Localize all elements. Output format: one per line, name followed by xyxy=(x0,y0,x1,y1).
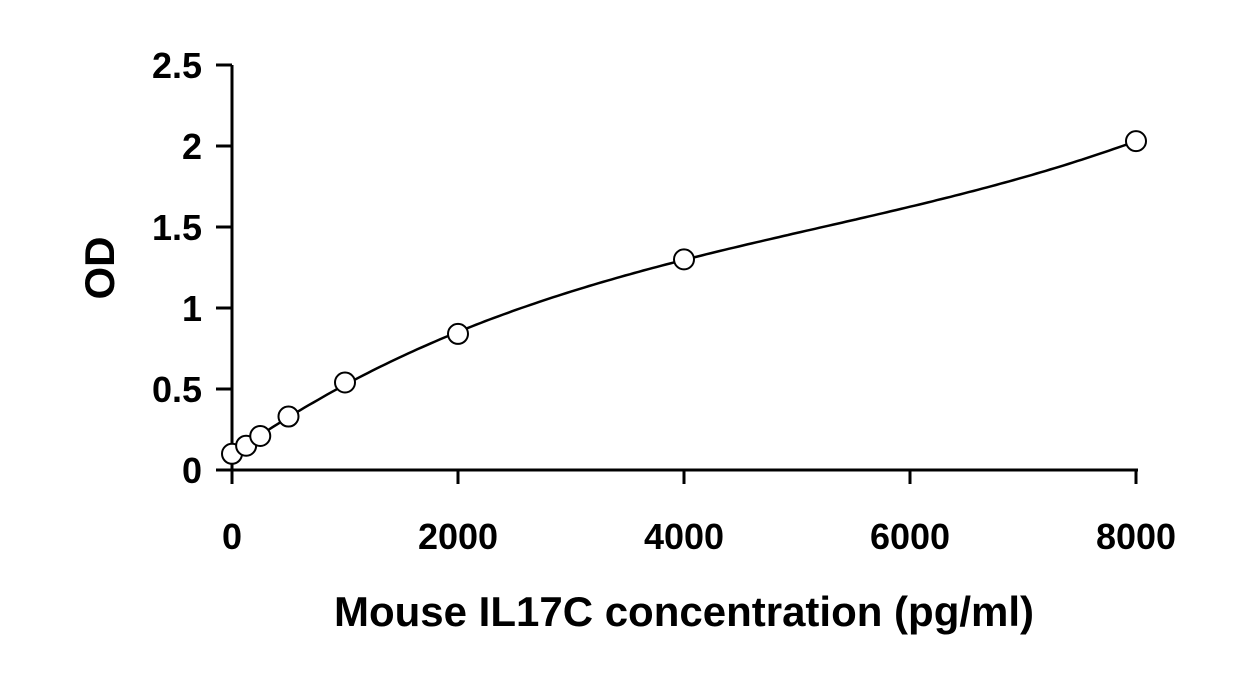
x-tick-label: 8000 xyxy=(1096,516,1176,557)
y-tick-label: 1 xyxy=(182,288,202,329)
data-point xyxy=(334,371,356,394)
y-tick-label: 2.5 xyxy=(152,45,202,86)
data-point xyxy=(1125,130,1147,153)
y-tick-label: 1.5 xyxy=(152,207,202,248)
x-tick-label: 4000 xyxy=(644,516,724,557)
y-tick-label: 0.5 xyxy=(152,369,202,410)
y-tick-label: 0 xyxy=(182,450,202,491)
y-tick-label: 2 xyxy=(182,126,202,167)
data-points xyxy=(221,130,1147,465)
fit-curve xyxy=(231,139,1137,456)
data-point xyxy=(673,248,695,271)
y-axis-title: OD xyxy=(76,237,123,300)
data-point xyxy=(447,322,469,345)
data-point xyxy=(277,405,300,428)
data-point xyxy=(249,424,272,447)
x-tick-label: 0 xyxy=(222,516,242,557)
x-tick-label: 6000 xyxy=(870,516,950,557)
x-axis-title: Mouse IL17C concentration (pg/ml) xyxy=(334,588,1034,635)
x-axis: 0 2000 4000 6000 8000 xyxy=(222,468,1176,557)
y-axis: 0 0.5 1 1.5 2 2.5 xyxy=(152,45,234,491)
x-tick-label: 2000 xyxy=(418,516,498,557)
